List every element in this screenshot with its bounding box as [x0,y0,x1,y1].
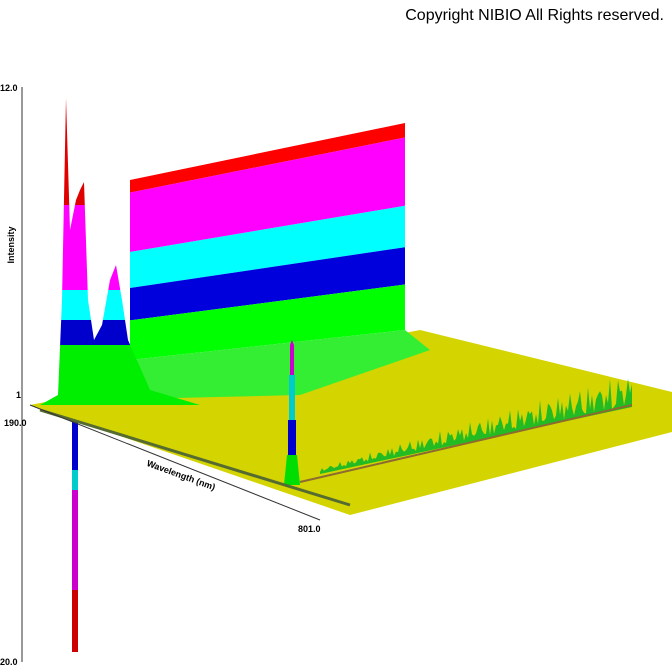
noise [320,378,632,474]
x-end: 801.0 [298,524,321,534]
z-label: Intensity [6,226,16,263]
z-mid: 1 [16,390,21,400]
copyright: Copyright NIBIO All Rights reserved. [405,7,664,24]
wall-band [130,247,405,321]
wall-tail [90,330,430,400]
spike-up [284,340,300,485]
z-top: 12.0 [0,83,18,93]
x-start: 190.0 [4,418,27,428]
x-axis [29,404,321,521]
wall-band [130,123,405,193]
z-bottom: 20.0 [0,657,18,667]
spike-down [72,420,78,652]
wall-band [130,284,405,360]
wall-band [130,205,405,288]
wall [90,123,430,400]
ridge [299,404,633,483]
ridge [39,408,351,507]
wall-band [130,137,405,252]
